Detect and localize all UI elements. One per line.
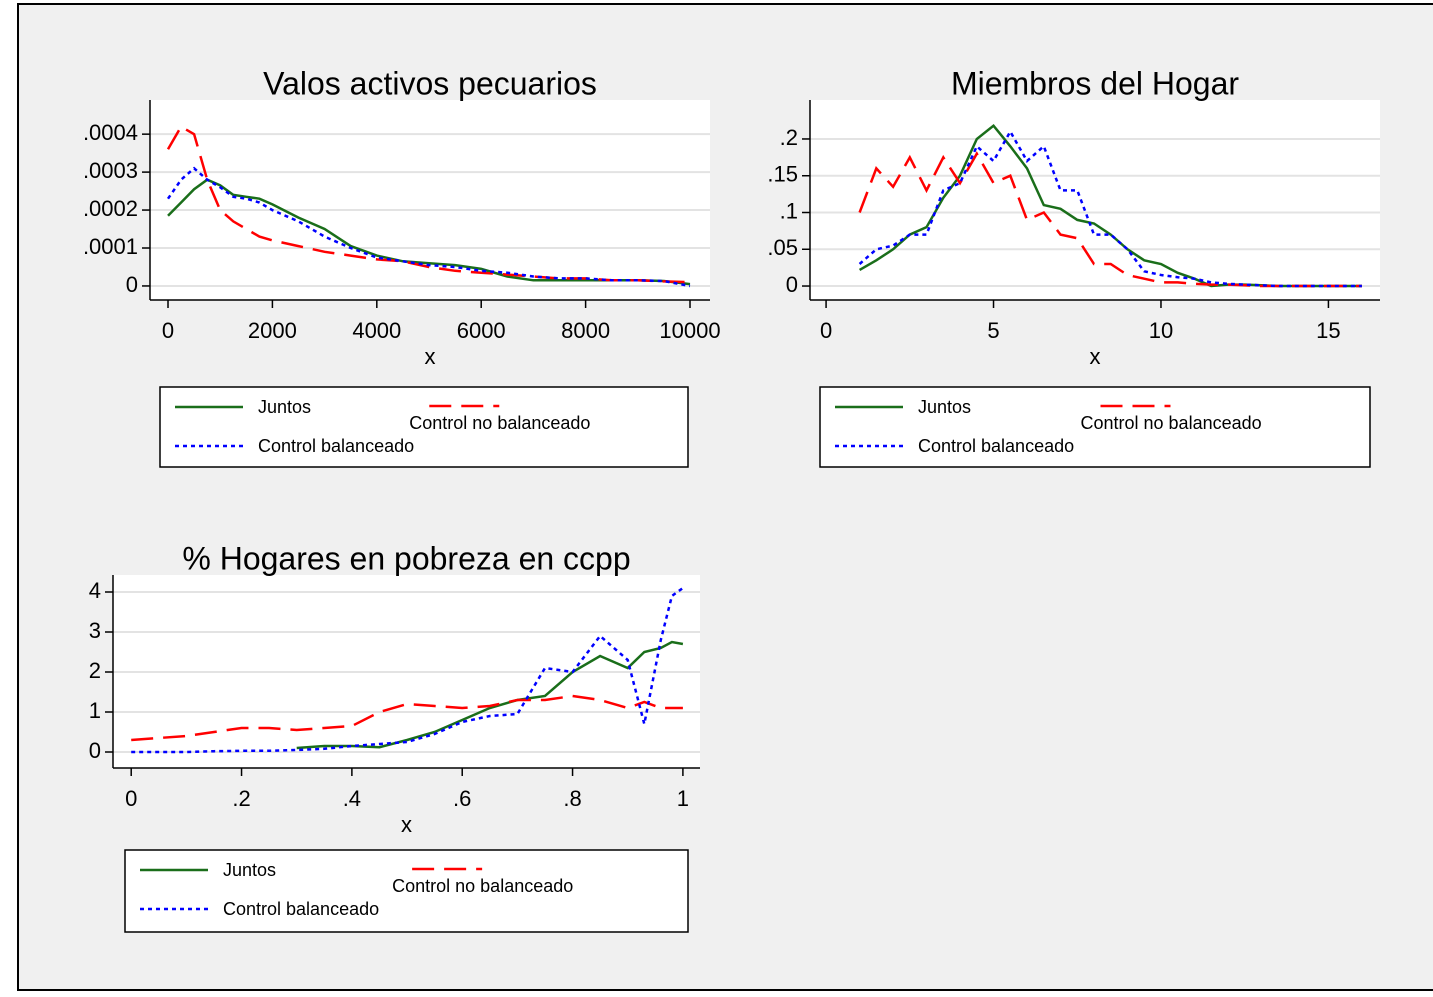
x-tick-label: 0: [125, 786, 137, 811]
series-line: [131, 586, 684, 754]
x-tick-label: .4: [343, 786, 361, 811]
legend-label: Control balanceado: [918, 436, 1074, 456]
y-tick-label: 4: [89, 578, 101, 603]
legend: [819, 386, 1371, 468]
x-tick-label: 6000: [457, 318, 506, 343]
y-tick-label: 2: [89, 658, 101, 683]
x-tick-label: 0: [820, 318, 832, 343]
y-tick-label: .0003: [83, 158, 138, 183]
x-tick-label: 8000: [561, 318, 610, 343]
x-tick-label: 10: [1149, 318, 1173, 343]
series-line: [166, 166, 691, 288]
chart-title: % Hogares en pobreza en ccpp: [182, 540, 630, 576]
y-tick-label: .0004: [83, 120, 138, 145]
series-line: [167, 178, 691, 286]
y-tick-label: 3: [89, 618, 101, 643]
x-axis-label: x: [425, 344, 436, 369]
y-tick-label: .0002: [83, 196, 138, 221]
x-tick-label: 5: [987, 318, 999, 343]
legend-label: Juntos: [258, 397, 311, 417]
x-tick-label: 1: [677, 786, 689, 811]
y-tick-label: 0: [786, 272, 798, 297]
x-tick-label: 0: [162, 318, 174, 343]
chart-title: Miembros del Hogar: [951, 65, 1239, 101]
series-line: [858, 151, 1362, 288]
x-tick-label: 15: [1316, 318, 1340, 343]
plot-area: [810, 100, 1380, 300]
legend: [159, 386, 689, 468]
y-tick-label: .15: [767, 162, 798, 187]
series-line: [131, 694, 683, 742]
series-line: [858, 129, 1362, 288]
y-tick-label: .1: [780, 198, 798, 223]
x-tick-label: .2: [232, 786, 250, 811]
legend-label: Juntos: [223, 860, 276, 880]
y-tick-label: .2: [780, 125, 798, 150]
legend-label: Control balanceado: [223, 899, 379, 919]
y-tick-label: 0: [89, 738, 101, 763]
legend-label: Control no balanceado: [392, 876, 573, 896]
y-tick-label: .05: [767, 235, 798, 260]
series-line: [166, 124, 691, 284]
plot-area: [150, 100, 710, 300]
x-tick-label: .8: [563, 786, 581, 811]
legend-label: Juntos: [918, 397, 971, 417]
legend-label: Control balanceado: [258, 436, 414, 456]
x-tick-label: 10000: [659, 318, 720, 343]
x-tick-label: 4000: [352, 318, 401, 343]
y-tick-label: 1: [89, 698, 101, 723]
legend-label: Control no balanceado: [1081, 413, 1262, 433]
legend: [124, 849, 689, 933]
legend-label: Control no balanceado: [409, 413, 590, 433]
x-axis-label: x: [1090, 344, 1101, 369]
y-tick-label: 0: [126, 272, 138, 297]
chart-title: Valos activos pecuarios: [263, 65, 597, 101]
x-tick-label: 2000: [248, 318, 297, 343]
x-axis-label: x: [401, 812, 412, 837]
y-tick-label: .0001: [83, 234, 138, 259]
x-tick-label: .6: [453, 786, 471, 811]
